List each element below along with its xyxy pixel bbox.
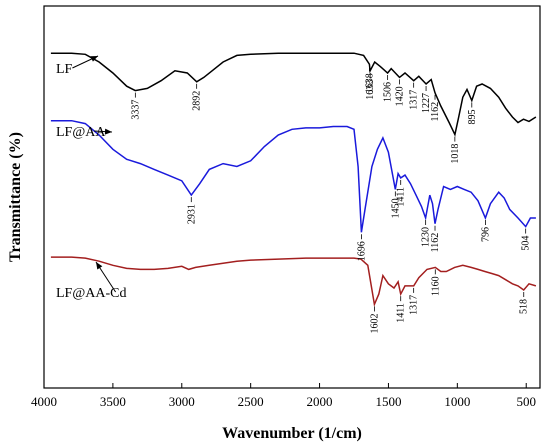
peak-label-lf-aa-504: 504 [521, 236, 532, 251]
x-tick-label-3500: 3500 [100, 394, 126, 409]
y-axis-title: Transmittance (%) [7, 132, 24, 262]
peak-label-lf-aa-1162: 1162 [430, 233, 441, 253]
peak-label-lf-1018: 1018 [450, 144, 461, 164]
series-label-lf-aa-cd: LF@AA-Cd [56, 286, 126, 301]
peak-label-lf-895: 895 [467, 110, 478, 125]
series-arrowhead-lf [90, 56, 98, 62]
peak-label-lf-1633: 1633 [365, 80, 376, 100]
peak-label-lf-aa-1411: 1411 [396, 187, 407, 207]
peak-label-lf-1317: 1317 [409, 90, 420, 110]
peak-label-lf-3337: 3337 [130, 100, 141, 120]
peak-label-lf-aa-2931: 2931 [186, 204, 197, 224]
series-line-lf [50, 52, 537, 137]
peak-label-lf-aa-cd-1317: 1317 [409, 295, 420, 315]
x-axis-title: Wavenumber (1/cm) [222, 425, 362, 442]
peak-label-lf-1227: 1227 [421, 93, 432, 113]
peak-label-lf-2892: 2892 [192, 91, 203, 111]
series-line-lf-aa-cd [50, 256, 537, 308]
peak-label-lf-aa-796: 796 [480, 227, 491, 242]
peak-label-lf-aa-1230: 1230 [421, 227, 432, 247]
peak-label-lf-1506: 1506 [383, 82, 394, 102]
peak-label-lf-aa-cd-518: 518 [519, 299, 530, 314]
x-tick-label-3000: 3000 [169, 394, 195, 409]
series-line-lf-aa [50, 119, 536, 233]
series-arrowhead-lf-aa-cd [96, 262, 103, 270]
series-label-lf: LF [56, 62, 73, 77]
series-layer [50, 52, 537, 308]
x-tick-label-1000: 1000 [444, 394, 470, 409]
peak-label-lf-aa-1696: 1696 [356, 241, 367, 261]
x-tick-label-2500: 2500 [238, 394, 264, 409]
x-tick-label-4000: 4000 [31, 394, 57, 409]
peak-label-lf-1162: 1162 [430, 102, 441, 122]
x-axis-ticks: 4000 3500 3000 2500 2000 1500 1000 500 [31, 383, 536, 409]
peak-label-lf-aa-cd-1602: 1602 [369, 313, 380, 333]
peak-label-lf-aa-cd-1160: 1160 [430, 276, 441, 296]
series-arrowhead-lf-aa [104, 128, 112, 135]
series-labels: LF LF@AA LF@AA-Cd [56, 55, 126, 301]
peak-label-lf-1420: 1420 [394, 86, 405, 106]
plot-frame [43, 5, 541, 389]
series-label-lf-aa: LF@AA [56, 125, 106, 140]
x-tick-label-500: 500 [516, 394, 536, 409]
peak-label-lf-1638: 1638 [364, 73, 375, 93]
x-tick-label-2000: 2000 [307, 394, 333, 409]
peak-label-lf-aa-cd-1411: 1411 [396, 303, 407, 323]
peak-label-lf-aa-1450: 1450 [390, 198, 401, 218]
x-tick-label-1500: 1500 [375, 394, 401, 409]
